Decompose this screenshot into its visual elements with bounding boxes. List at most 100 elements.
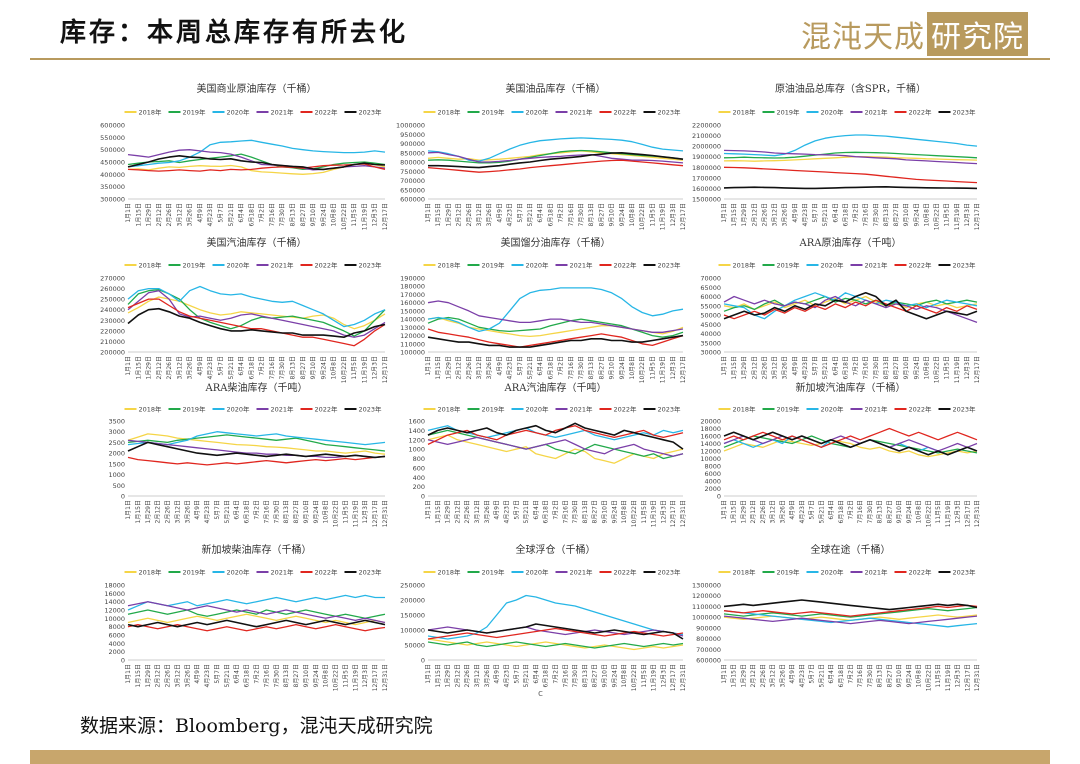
x-tick-label: 10月8日 xyxy=(629,203,636,226)
y-tick-label: 0 xyxy=(121,657,125,665)
x-tick-label: 6月4日 xyxy=(238,356,245,376)
x-tick-label: 12月3日 xyxy=(955,664,962,687)
x-tick-label: 9月10日 xyxy=(609,356,616,379)
x-tick-label: 9月24日 xyxy=(320,203,327,226)
x-tick-label: 8月13日 xyxy=(877,500,884,523)
x-tick-label: 1月1日 xyxy=(425,203,432,223)
x-tick-label: 10月22日 xyxy=(639,356,646,383)
x-tick-label: 3月12日 xyxy=(772,203,779,226)
series-line xyxy=(427,627,684,640)
series-line xyxy=(427,149,684,164)
x-tick-label: 3月26日 xyxy=(779,664,786,687)
x-tick-label: 6月18日 xyxy=(244,500,251,523)
x-tick-label: 9月24日 xyxy=(611,500,618,523)
legend-label: 2019年 xyxy=(183,261,207,270)
chart-2: 美国油品库存（千桶） 2018年 2019年 2020年 2021年 2022年 2023年… xyxy=(396,82,687,230)
x-tick-label: 6月18日 xyxy=(842,203,849,226)
legend-label: 2018年 xyxy=(733,261,757,270)
series-line xyxy=(127,434,386,452)
x-tick-label: 7月30日 xyxy=(279,356,286,379)
x-tick-label: 8月27日 xyxy=(886,500,893,523)
y-tick-label: 2000 xyxy=(108,450,125,458)
x-tick-label: 5月21日 xyxy=(527,356,534,379)
x-tick-label: 4月23日 xyxy=(207,203,214,226)
y-tick-label: 220000 xyxy=(100,327,125,335)
x-tick-label: 12月17日 xyxy=(382,203,389,230)
x-tick-label: 11月5日 xyxy=(944,356,951,379)
x-tick-label: 7月16日 xyxy=(269,356,276,379)
x-tick-label: 9月24日 xyxy=(619,356,626,379)
x-tick-label: 1月15日 xyxy=(435,664,442,687)
x-tick-label: 5月7日 xyxy=(812,356,819,376)
x-tick-label: 2月12日 xyxy=(751,203,758,226)
x-tick-label: 11月19日 xyxy=(660,356,667,383)
y-tick-label: 18000 xyxy=(104,582,125,590)
legend-label: 2021年 xyxy=(271,405,295,414)
x-tick-label: 7月16日 xyxy=(562,500,569,523)
chart-8: ARA汽油库存（千吨） 2018年 2019年 2020年 2021年 2022年 2023… xyxy=(408,381,687,527)
series-line xyxy=(127,139,386,168)
chart-4: 美国汽油库存（千桶） 2018年 2019年 2020年 2021年 2022年 2023年… xyxy=(100,236,389,383)
x-tick-label: 12月3日 xyxy=(670,356,677,379)
x-tick-label: 1月1日 xyxy=(125,500,132,520)
x-tick-label: 1月15日 xyxy=(135,500,142,523)
x-tick-label: 5月7日 xyxy=(517,356,524,376)
legend-label: 2020年 xyxy=(821,405,845,414)
y-tick-label: 200000 xyxy=(400,597,425,605)
x-tick-label: 1月15日 xyxy=(435,203,442,226)
x-tick-label: 11月5日 xyxy=(342,664,349,687)
chart-title: ARA汽油库存（千吨） xyxy=(504,381,607,394)
x-tick-label: 3月12日 xyxy=(174,664,181,687)
x-tick-label: 12月3日 xyxy=(362,664,369,687)
x-tick-label: 8月13日 xyxy=(582,500,589,523)
legend-label: 2019年 xyxy=(482,108,506,117)
x-tick-label: 10月8日 xyxy=(621,664,628,687)
series-line xyxy=(723,292,978,320)
y-tick-label: 1500 xyxy=(108,460,125,468)
x-tick-label: 12月31日 xyxy=(974,500,981,527)
x-tick-label: 7月2日 xyxy=(553,664,560,684)
y-tick-label: 4000 xyxy=(704,478,721,486)
x-tick-label: 6月18日 xyxy=(248,203,255,226)
series-line xyxy=(427,436,684,457)
x-tick-label: 3月12日 xyxy=(474,500,481,523)
x-tick-label: 11月19日 xyxy=(651,664,658,691)
x-tick-label: 5月7日 xyxy=(214,500,221,520)
x-tick-label: 10月22日 xyxy=(341,203,348,230)
x-tick-label: 8月27日 xyxy=(592,500,599,523)
x-tick-label: 6月4日 xyxy=(828,500,835,520)
x-tick-label: 6月4日 xyxy=(234,664,241,684)
chart-title: 美国商业原油库存（千桶） xyxy=(197,82,317,95)
y-tick-label: 1200000 xyxy=(692,592,721,600)
legend-label: 2022年 xyxy=(315,261,339,270)
x-tick-label: 10月22日 xyxy=(925,500,932,527)
x-tick-label: 7月16日 xyxy=(568,356,575,379)
x-tick-label: 11月19日 xyxy=(945,500,952,527)
y-tick-label: 1900000 xyxy=(692,153,721,161)
x-tick-label: 3月26日 xyxy=(779,500,786,523)
brand-logo: 混沌天成 研究院 xyxy=(801,12,1028,56)
series-line xyxy=(427,300,684,333)
x-tick-label: 1月1日 xyxy=(125,356,132,376)
x-tick-label: 4月23日 xyxy=(507,203,514,226)
y-tick-label: 60000 xyxy=(700,293,721,301)
legend-label: 2021年 xyxy=(271,568,295,577)
x-tick-label: 12月3日 xyxy=(372,203,379,226)
x-tick-label: 3月26日 xyxy=(486,203,493,226)
y-tick-label: 110000 xyxy=(400,340,425,348)
x-tick-label: 12月3日 xyxy=(964,356,971,379)
legend-label: 2019年 xyxy=(482,568,506,577)
series-line xyxy=(427,334,684,348)
x-tick-label: 7月16日 xyxy=(863,356,870,379)
y-tick-label: 170000 xyxy=(400,291,425,299)
x-tick-label: 1月29日 xyxy=(445,203,452,226)
x-tick-label: 2月26日 xyxy=(466,356,473,379)
legend-label: 2018年 xyxy=(438,261,462,270)
y-tick-label: 3000 xyxy=(108,428,125,436)
chart-title: 全球浮仓（千桶） xyxy=(516,543,596,556)
x-tick-label: 7月30日 xyxy=(572,664,579,687)
x-tick-label: 12月17日 xyxy=(382,356,389,383)
x-tick-label: 4月9日 xyxy=(496,203,503,223)
x-tick-label: 1月15日 xyxy=(731,203,738,226)
x-tick-label: 5月21日 xyxy=(224,664,231,687)
